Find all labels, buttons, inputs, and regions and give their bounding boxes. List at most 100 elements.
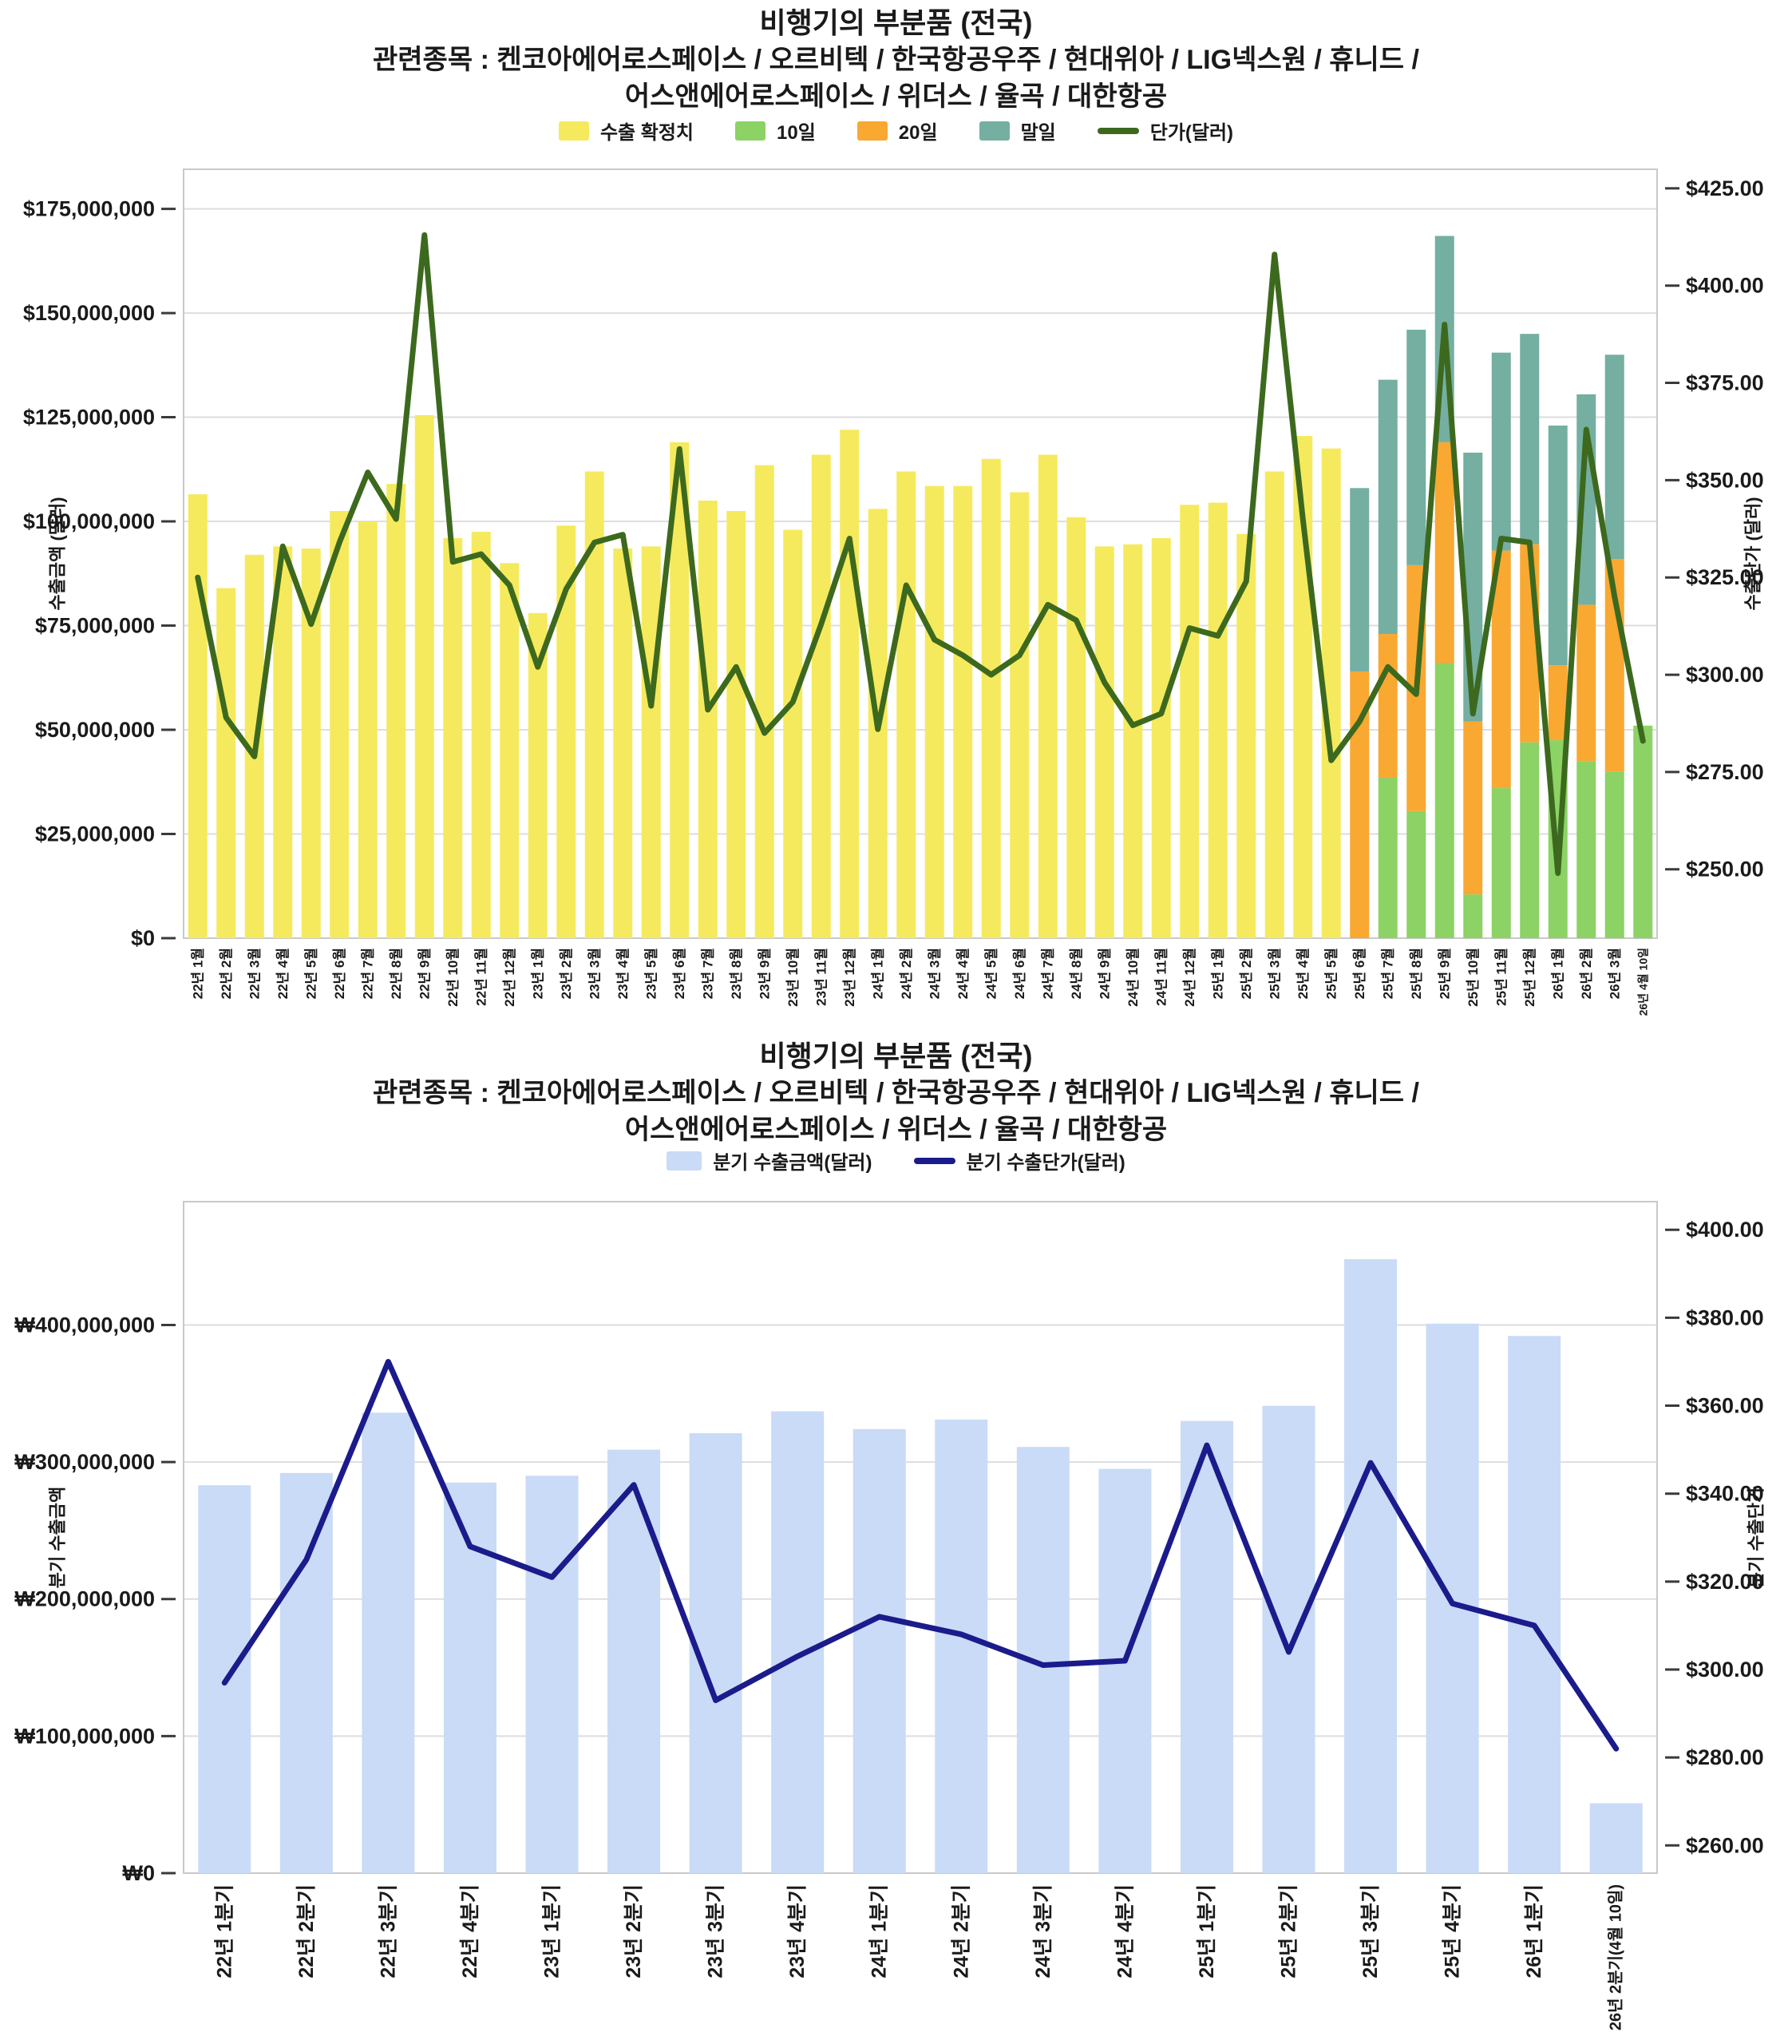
chart-title-line1: 비행기의 부분품 (전국): [759, 1040, 1033, 1072]
unit-price-line-swatch-icon: [1097, 127, 1139, 134]
svg-text:23년 3월: 23년 3월: [587, 948, 602, 999]
monthly-chart-canvas[interactable]: $0 $25,000,000 $50,000,000 $75,000,000 $100,…: [0, 144, 1792, 1026]
svg-text:$300.00: $300.00: [1686, 1658, 1764, 1682]
quarterly-unit-price-line-swatch-icon: [913, 1157, 955, 1164]
svg-text:24년 11월: 24년 11월: [1153, 948, 1169, 1006]
svg-text:$320.00: $320.00: [1686, 1570, 1764, 1594]
svg-text:₩0: ₩0: [123, 1861, 156, 1885]
svg-text:25년 3분기: 25년 3분기: [1359, 1884, 1382, 1979]
legend-label: 10일: [777, 122, 816, 144]
svg-text:24년 4월: 24년 4월: [955, 948, 971, 999]
svg-text:23년 2분기: 23년 2분기: [623, 1884, 645, 1979]
svg-text:$75,000,000: $75,000,000: [35, 614, 155, 638]
svg-text:24년 4분기: 24년 4분기: [1114, 1884, 1136, 1979]
svg-text:26년 1월: 26년 1월: [1550, 948, 1565, 999]
quarterly-chart-legend: 분기 수출금액(달러) 분기 수출단가(달러): [0, 1147, 1792, 1175]
svg-text:25년 7월: 25년 7월: [1380, 948, 1395, 999]
svg-text:24년 12월: 24년 12월: [1182, 948, 1197, 1007]
svg-text:₩100,000,000: ₩100,000,000: [14, 1724, 155, 1748]
svg-text:24년 10월: 24년 10월: [1125, 948, 1141, 1007]
svg-text:수출단가 (달러): 수출단가 (달러): [1743, 497, 1763, 610]
svg-text:24년 5월: 24년 5월: [983, 948, 999, 999]
svg-text:25년 6월: 25년 6월: [1352, 948, 1367, 999]
svg-text:23년 2월: 23년 2월: [559, 948, 574, 999]
svg-text:$375.00: $375.00: [1686, 371, 1764, 395]
svg-text:24년 3월: 24년 3월: [927, 948, 942, 999]
svg-text:22년 10월: 22년 10월: [445, 948, 461, 1007]
day20-swatch-icon: [856, 121, 888, 141]
svg-text:23년 3분기: 23년 3분기: [705, 1884, 727, 1979]
svg-text:₩200,000,000: ₩200,000,000: [14, 1587, 155, 1611]
confirmed-export-swatch-icon: [558, 121, 589, 141]
chart-title-line3: 어스앤에어로스페이스 / 위더스 / 율곡 / 대한항공: [624, 1115, 1168, 1145]
svg-text:22년 12월: 22년 12월: [502, 948, 517, 1007]
svg-text:26년 2분기(4월 10일): 26년 2분기(4월 10일): [1607, 1884, 1625, 2030]
svg-text:$150,000,000: $150,000,000: [23, 301, 155, 325]
svg-text:22년 8월: 22년 8월: [389, 948, 404, 999]
svg-text:22년 11월: 22년 11월: [473, 948, 489, 1006]
svg-text:25년 9월: 25년 9월: [1437, 948, 1452, 999]
svg-text:24년 2분기: 24년 2분기: [950, 1884, 972, 1979]
svg-text:$380.00: $380.00: [1686, 1305, 1764, 1329]
svg-text:23년 4분기: 23년 4분기: [786, 1884, 809, 1979]
svg-text:25년 1월: 25년 1월: [1210, 948, 1225, 999]
svg-text:24년 2월: 24년 2월: [899, 948, 914, 999]
svg-text:$50,000,000: $50,000,000: [35, 718, 155, 742]
svg-text:26년 2월: 26년 2월: [1579, 948, 1594, 999]
monthly-chart-title: 비행기의 부분품 (전국) 관련종목 : 켄코아에어로스페이스 / 오르비텍 /…: [0, 5, 1792, 115]
svg-text:22년 4월: 22년 4월: [275, 948, 291, 999]
svg-text:23년 9월: 23년 9월: [757, 948, 772, 999]
svg-text:$400.00: $400.00: [1686, 274, 1764, 298]
svg-text:23년 10월: 23년 10월: [785, 948, 801, 1007]
svg-text:25년 8월: 25년 8월: [1409, 948, 1424, 999]
svg-text:$400.00: $400.00: [1686, 1218, 1764, 1242]
legend-item-quarterly-unit-price[interactable]: 분기 수출단가(달러): [913, 1147, 1125, 1175]
svg-text:24년 3분기: 24년 3분기: [1032, 1884, 1054, 1979]
legend-item-day20[interactable]: 20일: [856, 117, 938, 145]
svg-text:24년 9월: 24년 9월: [1097, 948, 1112, 999]
svg-text:22년 3분기: 22년 3분기: [377, 1884, 399, 1979]
legend-item-unit-price[interactable]: 단가(달러): [1097, 117, 1234, 145]
svg-text:25년 4월: 25년 4월: [1296, 948, 1311, 999]
svg-text:$425.00: $425.00: [1686, 176, 1764, 200]
legend-label: 분기 수출단가(달러): [966, 1152, 1125, 1174]
svg-text:24년 6월: 24년 6월: [1012, 948, 1027, 999]
chart-title-line3: 어스앤에어로스페이스 / 위더스 / 율곡 / 대한항공: [624, 81, 1168, 112]
svg-text:$325.00: $325.00: [1686, 565, 1764, 589]
svg-text:24년 7월: 24년 7월: [1040, 948, 1055, 999]
legend-label: 말일: [1020, 122, 1056, 144]
svg-text:분기 수출단가: 분기 수출단가: [1747, 1487, 1766, 1589]
svg-text:25년 3월: 25년 3월: [1267, 948, 1282, 999]
quarterly-chart-canvas[interactable]: ₩0 ₩100,000,000 ₩200,000,000 ₩300,000,000 ₩4…: [0, 1174, 1792, 2044]
svg-text:$25,000,000: $25,000,000: [35, 822, 155, 846]
svg-text:₩300,000,000: ₩300,000,000: [14, 1450, 155, 1474]
month-end-swatch-icon: [979, 121, 1010, 141]
svg-text:$280.00: $280.00: [1686, 1745, 1764, 1769]
svg-text:22년 6월: 22년 6월: [332, 948, 347, 999]
svg-text:22년 1월: 22년 1월: [190, 948, 205, 999]
svg-text:$0: $0: [131, 926, 155, 950]
legend-label: 분기 수출금액(달러): [713, 1152, 872, 1174]
svg-text:23년 7월: 23년 7월: [700, 948, 715, 999]
svg-text:25년 2분기: 25년 2분기: [1278, 1884, 1300, 1979]
legend-label: 단가(달러): [1149, 122, 1234, 144]
quarterly-amount-swatch-icon: [667, 1151, 702, 1171]
day10-swatch-icon: [735, 121, 766, 141]
svg-text:22년 2월: 22년 2월: [219, 948, 234, 999]
svg-text:$100,000,000: $100,000,000: [23, 509, 155, 533]
legend-label: 수출 확정치: [599, 122, 694, 144]
legend-item-confirmed-export[interactable]: 수출 확정치: [558, 117, 694, 145]
legend-item-day10[interactable]: 10일: [735, 117, 816, 145]
svg-text:25년 2월: 25년 2월: [1239, 948, 1254, 999]
svg-text:$275.00: $275.00: [1686, 760, 1764, 784]
legend-item-quarterly-amount[interactable]: 분기 수출금액(달러): [667, 1147, 872, 1175]
legend-item-month-end[interactable]: 말일: [979, 117, 1056, 145]
svg-text:26년 3월: 26년 3월: [1607, 948, 1622, 999]
svg-text:24년 8월: 24년 8월: [1069, 948, 1084, 999]
svg-text:$175,000,000: $175,000,000: [23, 197, 155, 221]
svg-text:$260.00: $260.00: [1686, 1833, 1764, 1857]
svg-text:26년 4월 10일: 26년 4월 10일: [1636, 948, 1649, 1016]
svg-text:22년 9월: 22년 9월: [417, 948, 432, 999]
svg-text:22년 1분기: 22년 1분기: [213, 1884, 235, 1979]
